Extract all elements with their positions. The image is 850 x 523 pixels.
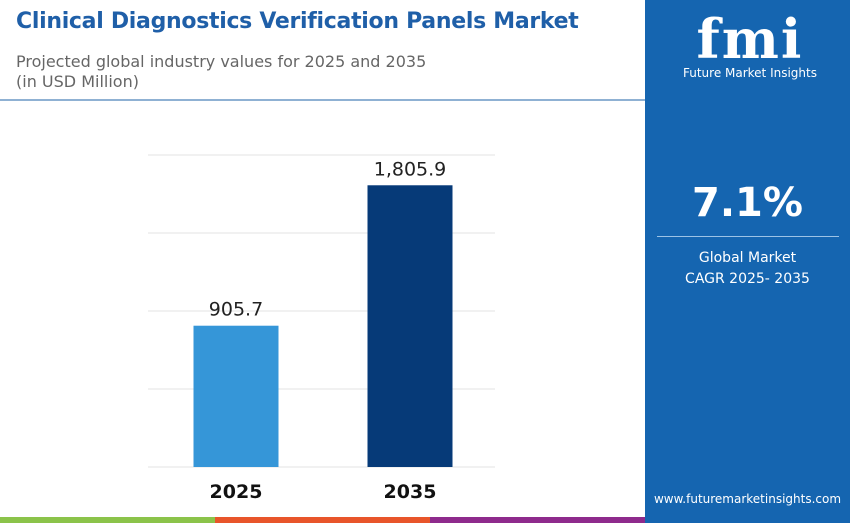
cagr-label: Global Market CAGR 2025- 2035 [645,248,850,290]
subtitle-text: Projected global industry values for 202… [16,52,427,71]
footer-bar-orange [215,517,430,523]
page-title: Clinical Diagnostics Verification Panels… [16,9,579,34]
divider [0,99,645,101]
bar-2025 [193,325,279,467]
x-tick-label: 2025 [210,481,263,503]
data-label: 1,805.9 [374,158,447,180]
brand-name: Future Market Insights [682,66,817,80]
fmi-logo: fmi Future Market Insights [675,8,825,80]
x-tick-label: 2035 [384,481,437,503]
bar-2035 [367,185,453,467]
footer-bar-purple [430,517,645,523]
cagr-value: 7.1% [692,180,803,226]
website-link[interactable]: www.futuremarketinsights.com [653,492,842,506]
logo-mark: fmi [696,7,804,71]
cagr-label-1: Global Market [698,250,797,266]
subtitle: Projected global industry values for 202… [16,52,426,92]
side-panel: fmi Future Market Insights 7.1% Global M… [645,0,850,523]
data-label: 905.7 [209,299,263,321]
cagr-label-2: CAGR 2025- 2035 [685,271,810,287]
unit-text: (in USD Million) [16,72,139,91]
bar-chart: 905.7 2025 1,805.9 2035 [148,154,495,503]
panel-divider [657,236,839,237]
footer-bar-green [0,517,215,523]
